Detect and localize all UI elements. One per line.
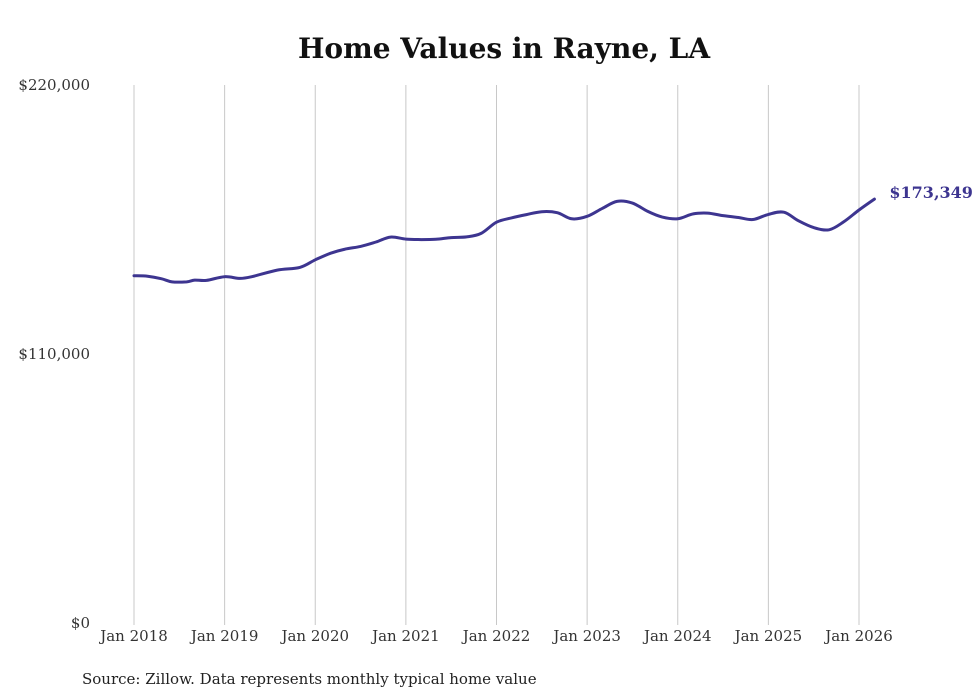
series-point	[133, 274, 136, 277]
series-point	[661, 216, 664, 219]
x-tick-label: Jan 2023	[551, 627, 621, 645]
series-point	[842, 220, 845, 223]
x-tick-label: Jan 2025	[733, 627, 803, 645]
series-point	[450, 236, 453, 239]
series-point	[556, 211, 559, 214]
series-point	[873, 198, 876, 201]
x-tick-label: Jan 2026	[823, 627, 893, 645]
series-point	[540, 210, 543, 213]
series-point	[706, 212, 709, 215]
x-tick-label: Jan 2021	[370, 627, 440, 645]
series-point	[171, 280, 174, 283]
series-point	[359, 245, 362, 248]
series-point	[314, 258, 317, 261]
series-point	[570, 217, 573, 220]
series-point	[298, 266, 301, 269]
series-point	[828, 228, 831, 231]
x-tick-label: Jan 2022	[461, 627, 531, 645]
series-point	[495, 221, 498, 224]
last-value-label: $173,349	[889, 183, 973, 202]
series-point	[160, 277, 163, 280]
series-point	[858, 209, 861, 212]
series-point	[276, 269, 279, 272]
series-point	[752, 218, 755, 221]
y-tick-label: $220,000	[18, 76, 90, 94]
series-point	[676, 217, 679, 220]
x-tick-label: Jan 2024	[642, 627, 712, 645]
series-point	[146, 275, 149, 278]
series-line	[132, 197, 876, 284]
series-point	[404, 238, 407, 241]
x-tick-label: Jan 2019	[189, 627, 259, 645]
series-point	[239, 277, 242, 280]
series-point	[812, 226, 815, 229]
series-point	[329, 252, 332, 255]
x-tick-label: Jan 2020	[279, 627, 349, 645]
series-point	[193, 279, 196, 282]
series-point	[480, 232, 483, 235]
chart-title: Home Values in Rayne, LA	[298, 32, 711, 65]
series-point	[185, 280, 188, 283]
series-point	[389, 236, 392, 239]
series-point	[767, 213, 770, 216]
series-point	[510, 216, 513, 219]
y-axis-tick-labels: $0 $110,000 $220,000	[18, 76, 90, 632]
x-axis-tick-labels: Jan 2018 Jan 2019 Jan 2020 Jan 2021 Jan 2022…	[98, 627, 893, 645]
series-point	[375, 241, 378, 244]
series-point	[344, 248, 347, 251]
y-tick-label: $0	[71, 614, 90, 632]
series-point	[420, 238, 423, 241]
series-point	[250, 275, 253, 278]
series-point	[631, 202, 634, 205]
series-point	[722, 214, 725, 217]
series-point	[601, 207, 604, 210]
vertical-gridlines	[133, 85, 860, 625]
y-tick-label: $110,000	[18, 345, 90, 363]
series-point	[465, 235, 468, 238]
series-point	[586, 215, 589, 218]
series-point	[737, 216, 740, 219]
series-point	[782, 211, 785, 214]
series-point	[797, 219, 800, 222]
series-point	[525, 213, 528, 216]
series-point	[434, 238, 437, 241]
series-point	[616, 200, 619, 203]
series-point	[223, 275, 226, 278]
series-point	[205, 279, 208, 282]
series-point	[692, 212, 695, 215]
x-tick-label: Jan 2018	[98, 627, 168, 645]
data-series: $173,349	[132, 183, 973, 284]
source-note: Source: Zillow. Data represents monthly …	[82, 670, 537, 688]
series-point	[646, 210, 649, 213]
